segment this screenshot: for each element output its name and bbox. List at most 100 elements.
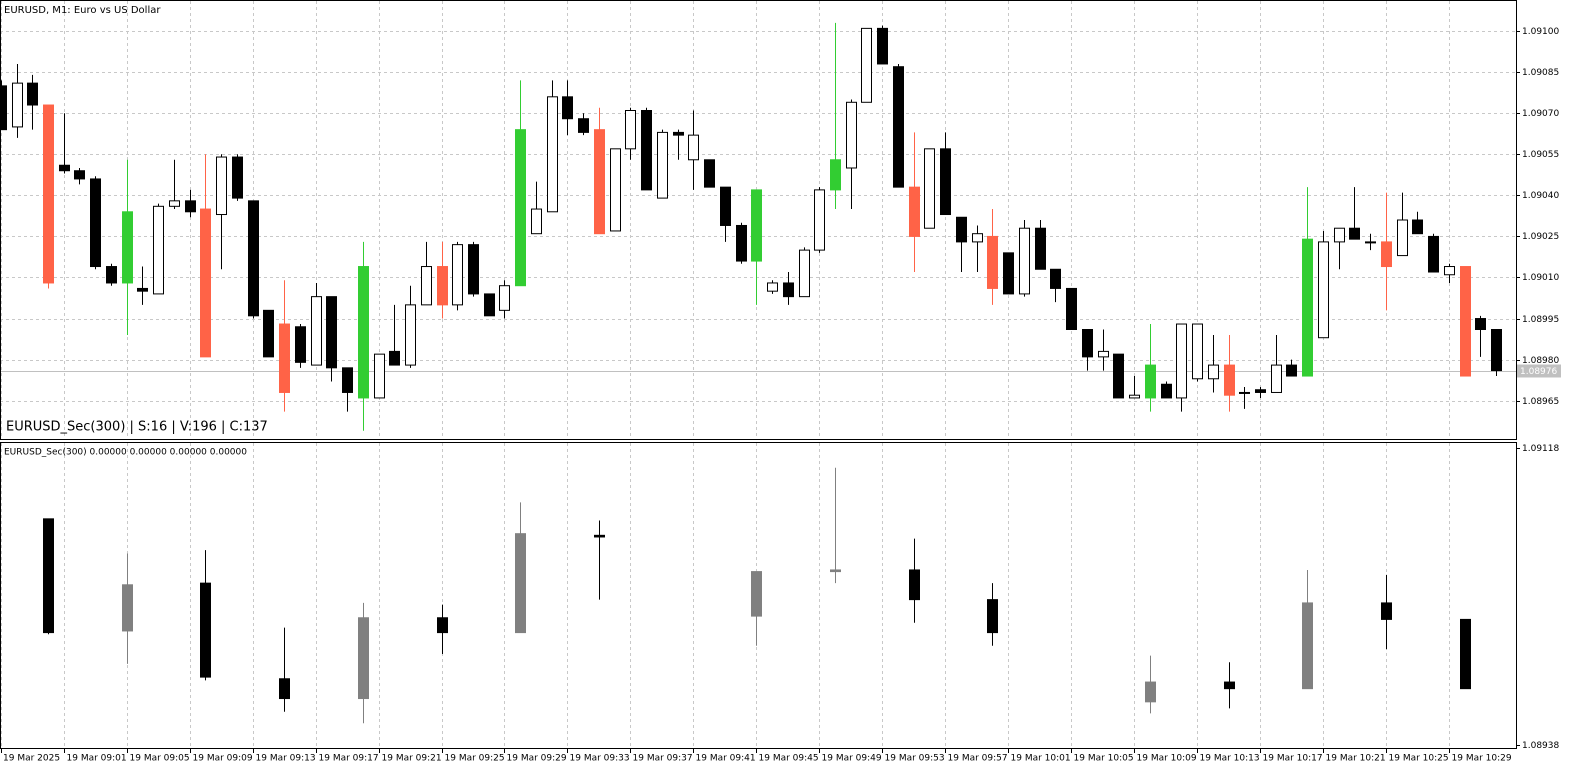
candle-body <box>200 208 211 358</box>
candle-body <box>279 323 290 393</box>
candle-body <box>814 189 825 251</box>
candle-body <box>169 200 180 207</box>
candle-body <box>783 282 794 298</box>
x-tick-label: 19 Mar 09:37 <box>633 754 693 764</box>
candle-body <box>389 350 400 366</box>
x-tick-label: 19 Mar 10:25 <box>1389 754 1449 764</box>
candle-body <box>1050 268 1061 289</box>
candle-body <box>1271 364 1282 393</box>
candle-body <box>531 208 542 235</box>
candle-body <box>326 296 337 369</box>
y-tick-label: 1.09010 <box>1522 273 1559 283</box>
candle-body <box>137 287 148 292</box>
candle-body <box>1286 364 1297 377</box>
candle-body <box>578 118 589 133</box>
candle-body <box>311 296 322 366</box>
x-tick-label: 19 Mar 09:45 <box>759 754 819 764</box>
candle-body <box>767 282 778 292</box>
candle-body <box>846 101 857 169</box>
x-tick-label: 19 Mar 10:29 <box>1452 754 1512 764</box>
candle-body <box>956 216 967 243</box>
candle-body <box>279 678 290 700</box>
candle-body <box>74 170 85 180</box>
candle-body <box>940 148 951 216</box>
x-tick-label: 19 Mar 10:09 <box>1137 754 1197 764</box>
candle-body <box>106 266 117 284</box>
candle-body <box>1098 350 1109 358</box>
candle-body <box>1066 287 1077 330</box>
y-tick-label: 1.08938 <box>1522 741 1559 751</box>
x-tick-label: 19 Mar 09:17 <box>319 754 379 764</box>
candle-body <box>625 110 636 150</box>
candle-body <box>1239 391 1250 394</box>
candle-body <box>924 148 935 229</box>
candle-body <box>27 82 38 106</box>
indicator-label: EURUSD_Sec(300) | S:16 | V:196 | C:137 <box>6 420 268 435</box>
y-tick-label: 1.09025 <box>1522 232 1559 242</box>
candle-body <box>704 159 715 188</box>
candle-body <box>547 96 558 213</box>
candle-body <box>1224 681 1235 690</box>
candle-body <box>1113 353 1124 399</box>
candle-body <box>1129 394 1140 399</box>
candle-body <box>12 82 23 128</box>
x-tick-label: 19 Mar 10:17 <box>1263 754 1323 764</box>
candle-body <box>830 569 841 573</box>
candle-body <box>405 304 416 366</box>
y-tick-label: 1.09070 <box>1522 109 1559 119</box>
x-tick-label: 19 Mar 2025 <box>3 754 60 764</box>
candle-body <box>1334 227 1345 243</box>
candle-body <box>751 571 762 617</box>
candle-body <box>358 266 369 399</box>
candle-body <box>185 200 196 213</box>
candle-body <box>1444 266 1455 276</box>
candle-body <box>1019 227 1030 295</box>
candle-layer <box>0 22 1502 724</box>
axis-layer: EURUSD, M1: Euro vs US Dollar EURUSD_Sec… <box>0 0 1561 764</box>
candle-body <box>1224 364 1235 396</box>
x-tick-label: 19 Mar 09:21 <box>382 754 442 764</box>
candle-body <box>877 27 888 65</box>
x-tick-label: 19 Mar 09:29 <box>507 754 567 764</box>
candle-body <box>90 178 101 268</box>
candle-body <box>1491 329 1502 372</box>
candle-body <box>1381 602 1392 620</box>
candle-body <box>515 533 526 634</box>
candle-body <box>1145 681 1156 703</box>
candle-body <box>1460 266 1471 377</box>
candle-body <box>232 156 243 199</box>
candle-body <box>1381 241 1392 268</box>
x-tick-label: 19 Mar 10:01 <box>1011 754 1071 764</box>
x-tick-label: 19 Mar 10:21 <box>1326 754 1386 764</box>
candle-body <box>1208 364 1219 380</box>
candle-body <box>499 285 510 311</box>
candle-body <box>720 186 731 226</box>
sub-frame <box>0 442 1517 749</box>
x-tick-label: 19 Mar 09:33 <box>570 754 630 764</box>
candle-body <box>153 205 164 295</box>
candle-body <box>641 110 652 191</box>
grid-layer <box>0 1 1516 748</box>
candle-body <box>1428 235 1439 273</box>
candle-body <box>1082 329 1093 358</box>
x-tick-label: 19 Mar 10:13 <box>1200 754 1260 764</box>
chart-title: EURUSD, M1: Euro vs US Dollar <box>4 5 161 16</box>
candle-body <box>43 518 54 634</box>
candle-body <box>437 617 448 634</box>
candle-body <box>1412 219 1423 235</box>
candle-body <box>987 599 998 634</box>
candle-body <box>1161 383 1172 399</box>
candle-body <box>1176 323 1187 399</box>
candle-body <box>830 159 841 191</box>
candle-body <box>861 27 872 103</box>
x-tick-label: 19 Mar 09:41 <box>696 754 756 764</box>
candle-body <box>688 134 699 161</box>
candle-body <box>358 617 369 700</box>
candle-body <box>673 131 684 136</box>
candle-body <box>1302 238 1313 377</box>
candle-body <box>562 96 573 120</box>
candle-body <box>1255 389 1266 393</box>
candle-body <box>0 85 7 131</box>
candle-body <box>122 584 133 632</box>
